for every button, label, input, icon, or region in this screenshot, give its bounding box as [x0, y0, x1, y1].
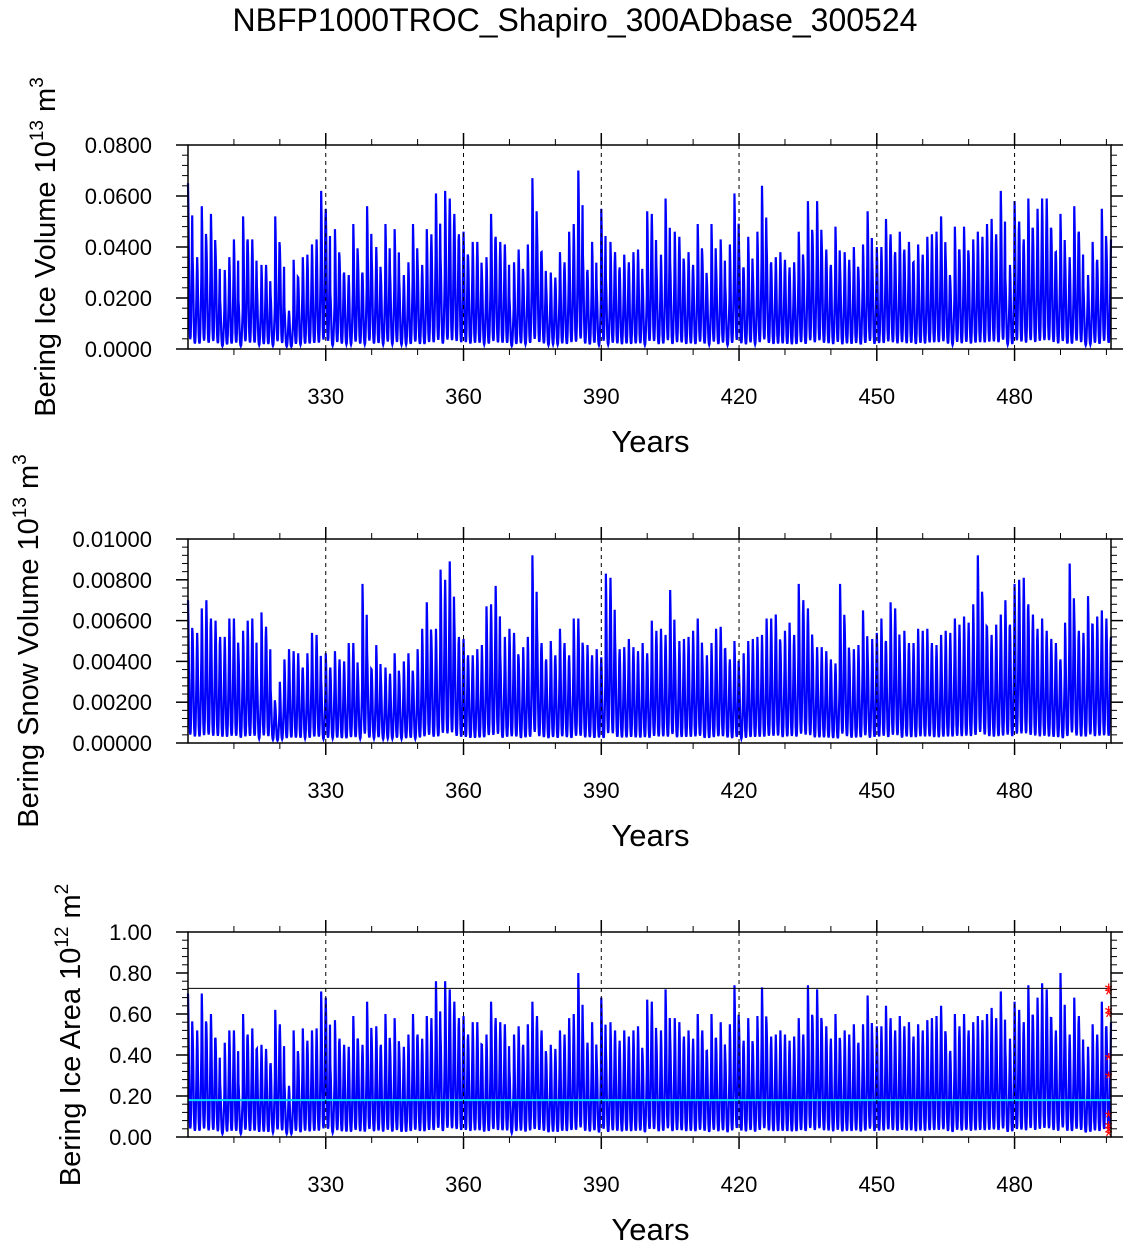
data-series-line [186, 972, 1113, 1138]
x-tick-label: 420 [721, 384, 758, 409]
y-tick-label: 0.0000 [85, 337, 152, 362]
x-tick-label: 480 [996, 1172, 1033, 1197]
marker-point: * [1105, 1050, 1113, 1072]
x-axis-label: Years [611, 818, 689, 853]
marker-point: * [1105, 985, 1113, 1007]
x-tick-label: 420 [721, 1172, 758, 1197]
y-axis-label: Bering Ice Area 1012 m2 [52, 884, 87, 1187]
y-tick-label: 0.0400 [85, 235, 152, 260]
x-tick-label: 330 [307, 384, 344, 409]
x-tick-label: 450 [858, 384, 895, 409]
x-axis-label: Years [611, 1212, 689, 1246]
y-tick-label: 0.01000 [72, 527, 152, 552]
panel-2: 0.00000 0.00200 0.00400 0.00600 0.00800 0.010… [10, 454, 1123, 853]
y-axis-label: Bering Snow Volume 1013 m3 [10, 454, 45, 827]
y-tick-label: 0.0800 [85, 133, 152, 158]
y-tick-label: 0.0600 [85, 184, 152, 209]
y-tick-label: 0.00 [109, 1125, 152, 1150]
y-tick-label: 0.00000 [72, 731, 152, 756]
y-tick-label: 1.00 [109, 920, 152, 945]
y-tick-label: 0.80 [109, 961, 152, 986]
y-tick-label: 0.60 [109, 1002, 152, 1027]
figure-title: NBFP1000TROC_Shapiro_300ADbase_300524 [232, 2, 918, 38]
y-axis-label: Bering Ice Volume 1013 m3 [27, 77, 62, 417]
marker-point: * [1105, 1007, 1113, 1029]
y-tick-label: 0.00200 [72, 690, 152, 715]
marker-point: * [1105, 1003, 1113, 1025]
y-tick-label: 0.00800 [72, 568, 152, 593]
marker-point: * [1105, 1118, 1113, 1140]
x-tick-label: 390 [583, 1172, 620, 1197]
marker-point: * [1105, 1069, 1113, 1091]
marker-point: * [1105, 1108, 1113, 1130]
x-axis-label: Years [611, 424, 689, 459]
x-tick-label: 390 [583, 384, 620, 409]
x-tick-label: 480 [996, 778, 1033, 803]
plot-frame [187, 931, 1112, 1138]
y-tick-label: 0.0200 [85, 286, 152, 311]
x-tick-label: 330 [307, 1172, 344, 1197]
x-tick-label: 450 [858, 778, 895, 803]
y-tick-label: 0.00400 [72, 649, 152, 674]
x-tick-label: 360 [445, 384, 482, 409]
marker-point: * [1105, 1122, 1113, 1144]
panel-1: 0.0000 0.0200 0.0400 0.0600 0.0800 330 360 390 4… [27, 77, 1123, 459]
x-tick-label: 420 [721, 778, 758, 803]
y-tick-label: 0.00600 [72, 609, 152, 634]
x-tick-label: 330 [307, 778, 344, 803]
y-tick-label: 0.20 [109, 1084, 152, 1109]
data-series-line [186, 170, 1113, 350]
x-tick-label: 360 [445, 1172, 482, 1197]
x-tick-label: 390 [583, 778, 620, 803]
plot-frame [187, 538, 1112, 744]
y-tick-label: 0.40 [109, 1043, 152, 1068]
marker-point: * [1105, 980, 1113, 1002]
x-tick-label: 480 [996, 384, 1033, 409]
x-tick-label: 360 [445, 778, 482, 803]
x-tick-label: 450 [858, 1172, 895, 1197]
data-series-line [186, 555, 1113, 744]
